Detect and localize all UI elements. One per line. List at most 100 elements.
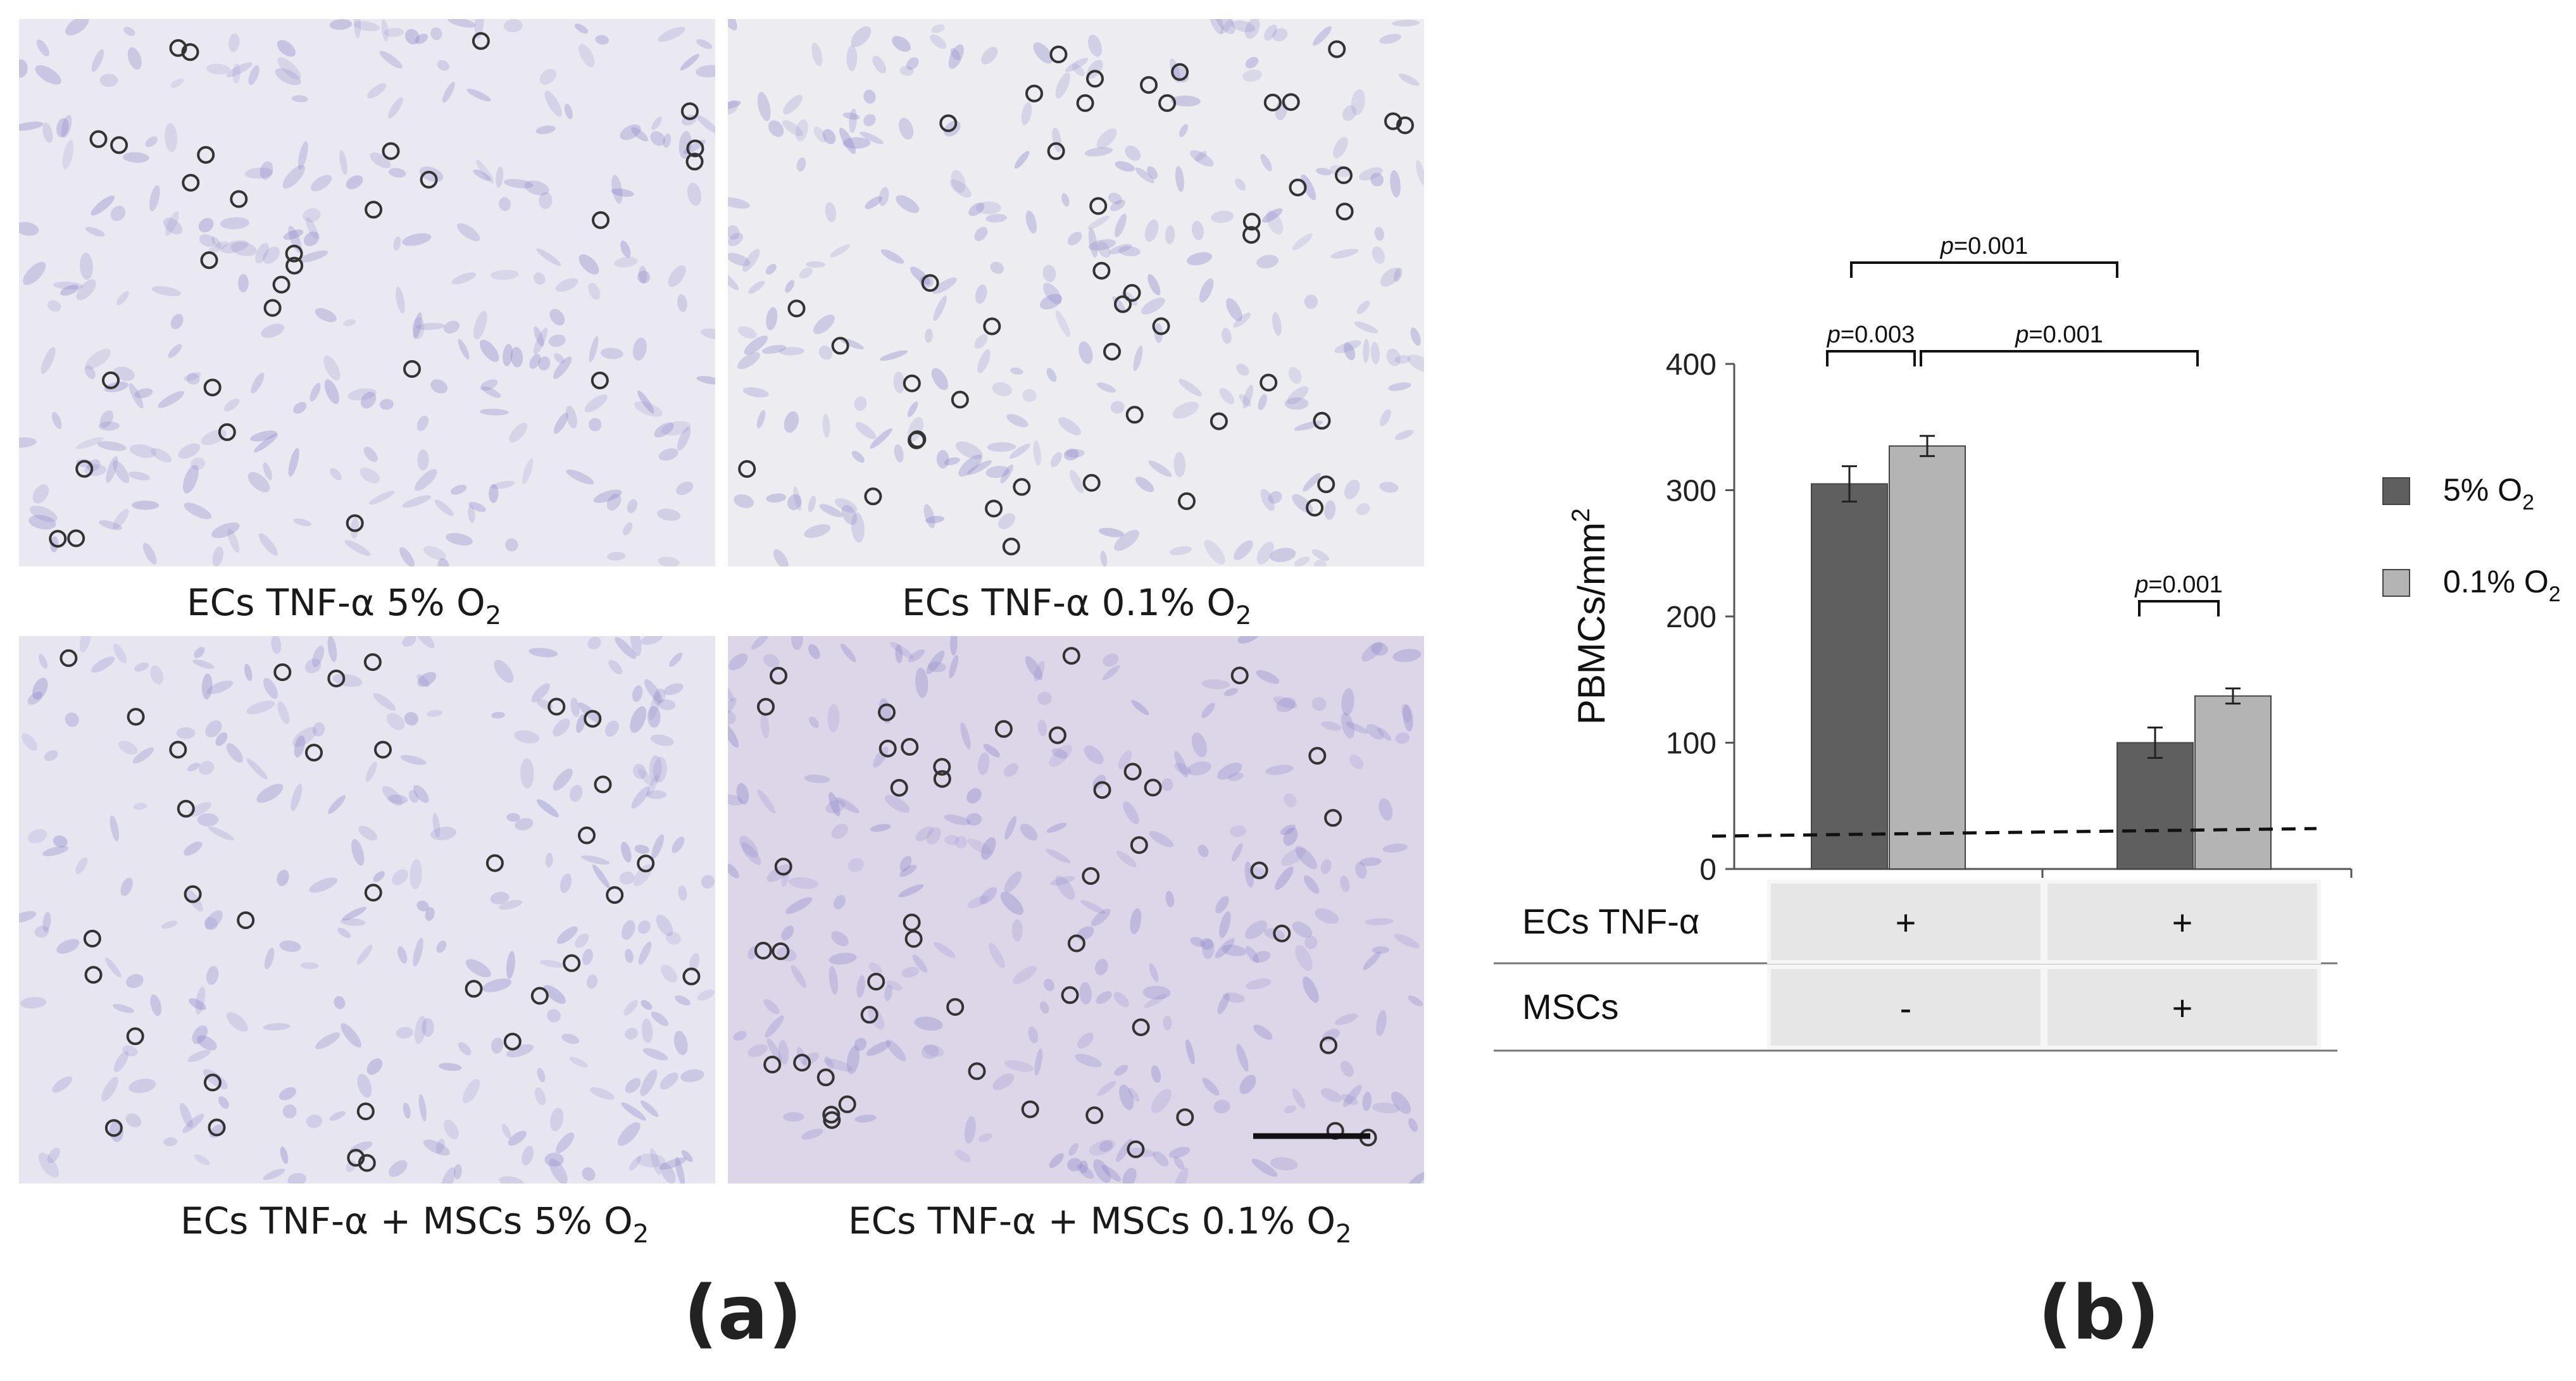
nucleus-blob [687,182,701,206]
nucleus-blob [647,706,661,728]
nucleus-blob [388,168,406,178]
nucleus-blob [1199,278,1214,303]
nucleus-blob [960,722,971,750]
legend-swatch-0-1pct [2382,569,2410,597]
pbmc-marker [1092,261,1111,280]
nucleus-blob [263,1023,291,1031]
pbmc-marker [1047,142,1065,160]
nucleus-blob [878,187,889,206]
nucleus-blob [1390,170,1401,198]
nucleus-blob [1403,704,1413,732]
nucleus-blob [661,421,691,436]
nucleus-blob [880,249,904,264]
pbmc-marker [816,1068,835,1087]
pbmc-marker [1289,178,1307,197]
nucleus-blob [983,744,1001,758]
y-tick-label: 300 [1666,475,1716,508]
nucleus-blob [60,285,79,296]
p-symbol: p [1827,322,1841,348]
nucleus-blob [1292,1088,1306,1109]
nucleus-blob [783,94,803,115]
nucleus-blob [825,799,846,814]
nucleus-blob [761,345,787,354]
pbmc-marker [637,854,655,873]
nucleus-blob [1366,723,1384,740]
nucleus-blob [79,253,93,280]
nucleus-blob [1131,699,1149,715]
nucleus-blob [1216,763,1242,780]
nucleus-blob [637,270,651,284]
pbmc-marker [59,649,78,667]
nucleus-blob [1223,992,1245,1003]
nucleus-blob [474,19,484,39]
nucleus-blob [611,188,634,197]
nucleus-blob [1080,900,1106,915]
nucleus-blob [1142,985,1171,1000]
nucleus-blob [696,115,715,134]
nucleus-blob [680,1069,704,1082]
nucleus-blob [631,786,650,809]
pbmc-marker [110,136,128,154]
caption-ecs-tnf-mscs-5pct: ECs TNF-α + MSCs 5% O2 [180,1199,649,1249]
micrograph-ecs-tnf-mscs-5pct [19,636,715,1184]
nucleus-blob [403,1103,411,1119]
pbmc-marker [89,130,108,148]
pbmc-marker [182,173,200,192]
pbmc-marker [358,1154,376,1172]
nucleus-blob [606,493,622,511]
nucleus-blob [514,730,540,744]
nucleus-blob [587,636,601,649]
nucleus-blob [678,885,687,901]
nucleus-blob [625,1078,641,1094]
nucleus-blob [412,316,425,339]
nucleus-blob [304,658,322,673]
nucleus-blob [582,949,593,965]
pbmc-marker [1260,373,1278,392]
nucleus-blob [42,846,69,856]
nucleus-blob [197,813,219,827]
nucleus-blob [468,505,475,523]
legend-label-subscript: 2 [2522,491,2534,515]
nucleus-blob [199,234,216,247]
nucleus-blob [660,1163,676,1184]
nucleus-blob [898,884,924,897]
nucleus-blob [165,211,179,236]
bar-0-1pct-group-2 [2194,695,2272,870]
nucleus-blob [660,965,678,983]
nucleus-blob [247,472,270,492]
nucleus-blob [1088,228,1098,258]
nucleus-blob [1109,244,1132,254]
nucleus-blob [275,68,301,85]
pbmc-marker [230,190,248,208]
nucleus-blob [413,312,422,339]
nucleus-blob [1153,1151,1169,1166]
nucleus-blob [785,897,813,915]
nucleus-blob [657,699,676,710]
nucleus-blob [465,959,491,978]
pbmc-marker [903,374,921,392]
pbmc-marker [1123,284,1141,302]
nucleus-blob [561,1034,580,1044]
pbmc-marker [263,299,282,317]
nucleus-blob [793,486,802,511]
nucleus-blob [825,1056,834,1070]
nucleus-blob [1245,56,1259,69]
nucleus-blob [191,457,206,470]
nucleus-blob [595,35,610,45]
nucleus-blob [654,422,674,438]
nucleus-blob [1416,159,1424,185]
nucleus-blob [908,649,925,663]
nucleus-blob [1114,530,1139,551]
nucleus-blob [413,937,423,966]
pbmc-marker [680,102,699,120]
nucleus-blob [1003,763,1019,777]
nucleus-blob [473,311,487,340]
pbmc-marker [327,670,346,687]
nucleus-blob [992,1073,1015,1090]
nucleus-blob [113,643,127,664]
pbmc-marker [933,770,951,788]
nucleus-blob [44,750,58,761]
nucleus-blob [1343,1084,1362,1108]
nucleus-blob [1349,754,1364,770]
nucleus-blob [195,986,206,1015]
